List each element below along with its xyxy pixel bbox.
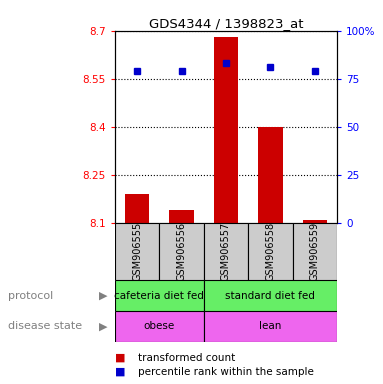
Text: GSM906557: GSM906557 (221, 222, 231, 281)
Text: standard diet fed: standard diet fed (226, 291, 315, 301)
Title: GDS4344 / 1398823_at: GDS4344 / 1398823_at (149, 17, 303, 30)
Text: obese: obese (144, 321, 175, 331)
Bar (115, 311, 204, 342)
Text: ▶: ▶ (99, 291, 108, 301)
Bar (115, 223, 159, 280)
Text: GSM906558: GSM906558 (265, 222, 275, 281)
Text: GSM906556: GSM906556 (177, 222, 187, 281)
Bar (115, 280, 204, 311)
Text: transformed count: transformed count (138, 353, 235, 363)
Bar (204, 280, 337, 311)
Text: GSM906559: GSM906559 (310, 222, 320, 281)
Text: GSM906555: GSM906555 (132, 222, 142, 281)
Bar (303, 220, 327, 223)
Bar (159, 223, 204, 280)
Text: ■: ■ (115, 366, 125, 377)
Bar (248, 223, 293, 280)
Bar (258, 127, 283, 223)
Text: ■: ■ (115, 353, 125, 363)
Text: protocol: protocol (8, 291, 53, 301)
Bar (293, 223, 337, 280)
Text: ▶: ▶ (99, 321, 108, 331)
Bar (204, 223, 248, 280)
Text: disease state: disease state (8, 321, 82, 331)
Text: lean: lean (259, 321, 282, 331)
Bar (169, 210, 194, 223)
Bar (204, 311, 337, 342)
Bar (125, 194, 149, 223)
Text: cafeteria diet fed: cafeteria diet fed (115, 291, 204, 301)
Bar (214, 37, 238, 223)
Text: percentile rank within the sample: percentile rank within the sample (138, 366, 314, 377)
